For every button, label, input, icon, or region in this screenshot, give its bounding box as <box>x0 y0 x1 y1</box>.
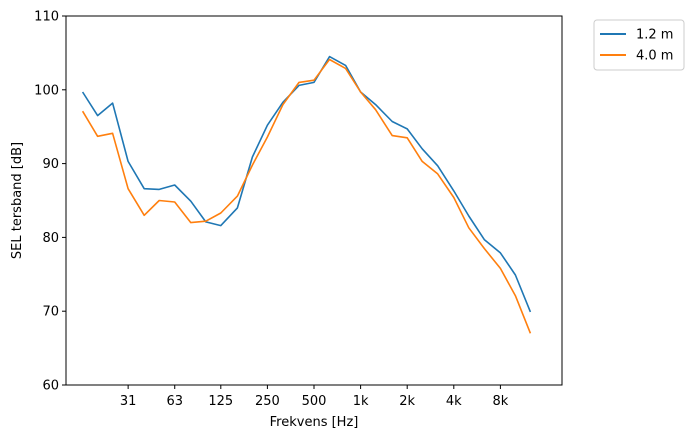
y-tick-label: 70 <box>42 305 59 320</box>
y-axis: 60 70 80 90 100 110 <box>34 10 66 394</box>
x-tick-label: 125 <box>208 394 233 409</box>
legend-label-1.2m: 1.2 m <box>636 28 673 43</box>
series-lines <box>81 55 532 334</box>
y-tick-label: 80 <box>42 231 59 246</box>
x-tick-label: 1k <box>353 394 369 409</box>
x-tick-label: 4k <box>446 394 462 409</box>
y-tick-label: 60 <box>42 379 59 394</box>
x-tick-label: 500 <box>302 394 327 409</box>
y-tick-label: 110 <box>34 10 59 25</box>
x-axis: 31 63 125 250 500 1k 2k 4k 8k <box>120 385 509 409</box>
legend: 1.2 m 4.0 m <box>593 19 685 71</box>
x-tick-label: 63 <box>166 394 183 409</box>
x-tick-label: 31 <box>120 394 137 409</box>
x-tick-label: 2k <box>399 394 415 409</box>
x-tick-label: 8k <box>492 394 508 409</box>
series-line-4.0m <box>81 58 532 334</box>
y-tick-label: 100 <box>34 83 59 98</box>
y-tick-label: 90 <box>42 157 59 172</box>
legend-label-4.0m: 4.0 m <box>636 49 673 64</box>
x-tick-label: 250 <box>255 394 280 409</box>
y-axis-label: SEL tersband [dB] <box>10 142 25 259</box>
plot-area-frame <box>65 15 563 386</box>
x-axis-label: Frekvens [Hz] <box>270 415 359 430</box>
legend-box <box>593 19 685 71</box>
series-line-1.2m <box>81 55 532 313</box>
